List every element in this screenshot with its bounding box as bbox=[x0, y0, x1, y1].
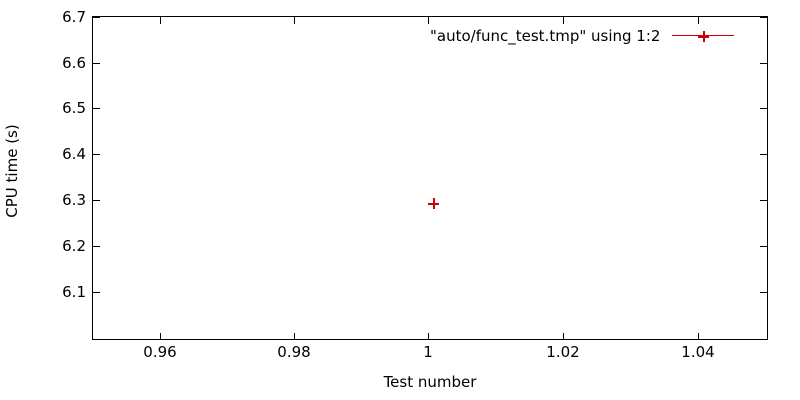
y-tick-mark bbox=[93, 63, 100, 64]
x-tick-mark bbox=[428, 333, 429, 340]
x-tick-mark bbox=[698, 333, 699, 340]
x-tick-mark-top bbox=[698, 17, 699, 24]
x-tick-label: 0.98 bbox=[277, 343, 311, 361]
y-tick-mark bbox=[93, 200, 100, 201]
y-tick-label: 6.4 bbox=[62, 145, 86, 163]
x-tick-mark bbox=[294, 333, 295, 340]
y-tick-label: 6.1 bbox=[62, 283, 86, 301]
y-tick-mark-right bbox=[760, 63, 767, 64]
x-tick-mark-top bbox=[428, 17, 429, 24]
x-tick-mark bbox=[563, 333, 564, 340]
y-axis-title: CPU time (s) bbox=[3, 124, 21, 218]
y-tick-label: 6.3 bbox=[62, 191, 86, 209]
y-tick-label: 6.2 bbox=[62, 237, 86, 255]
y-tick-mark-right bbox=[760, 292, 767, 293]
y-tick-mark-right bbox=[760, 154, 767, 155]
y-tick-mark-right bbox=[760, 246, 767, 247]
x-tick-label: 1.04 bbox=[681, 343, 715, 361]
x-axis-title: Test number bbox=[383, 373, 477, 391]
x-tick-mark-top bbox=[294, 17, 295, 24]
legend-entry-label: "auto/func_test.tmp" using 1:2 bbox=[430, 26, 661, 45]
y-tick-mark-right bbox=[760, 200, 767, 201]
legend-sample-swatch bbox=[672, 29, 735, 43]
x-tick-label: 0.96 bbox=[143, 343, 177, 361]
y-tick-mark bbox=[93, 108, 100, 109]
y-tick-mark bbox=[93, 292, 100, 293]
y-tick-mark bbox=[93, 17, 100, 18]
y-tick-label: 6.6 bbox=[62, 54, 86, 72]
y-tick-label: 6.5 bbox=[62, 99, 86, 117]
x-tick-mark bbox=[160, 333, 161, 340]
y-tick-mark bbox=[93, 246, 100, 247]
x-tick-label: 1 bbox=[423, 343, 433, 361]
x-tick-label: 1.02 bbox=[546, 343, 580, 361]
y-tick-label: 6.7 bbox=[62, 8, 86, 26]
y-tick-mark bbox=[93, 154, 100, 155]
y-tick-mark-right bbox=[760, 108, 767, 109]
x-tick-mark-top bbox=[563, 17, 564, 24]
legend: "auto/func_test.tmp" using 1:2 bbox=[430, 26, 735, 46]
x-tick-mark-top bbox=[160, 17, 161, 24]
plot-frame bbox=[92, 16, 768, 340]
y-tick-mark-right bbox=[760, 17, 767, 18]
